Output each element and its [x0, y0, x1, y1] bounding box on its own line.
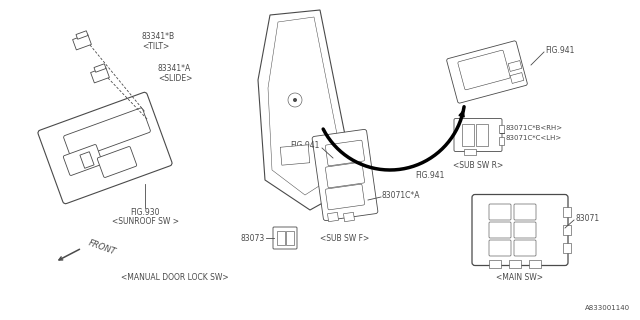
- FancyBboxPatch shape: [472, 195, 568, 266]
- FancyBboxPatch shape: [514, 222, 536, 238]
- FancyBboxPatch shape: [447, 41, 527, 103]
- Text: FIG.941: FIG.941: [415, 171, 444, 180]
- Bar: [529, 260, 541, 268]
- Bar: [499, 125, 504, 133]
- Text: FRONT: FRONT: [87, 239, 117, 257]
- FancyBboxPatch shape: [325, 184, 365, 210]
- Text: <TILT>: <TILT>: [142, 42, 169, 51]
- FancyBboxPatch shape: [514, 240, 536, 256]
- Text: 83071C*C<LH>: 83071C*C<LH>: [505, 135, 561, 141]
- Bar: [563, 207, 571, 217]
- FancyBboxPatch shape: [489, 204, 511, 220]
- Bar: [509, 260, 521, 268]
- Text: FIG.941: FIG.941: [291, 140, 320, 149]
- Bar: [462, 124, 474, 146]
- Bar: [499, 137, 504, 145]
- Text: <SUB SW R>: <SUB SW R>: [453, 161, 503, 170]
- Polygon shape: [268, 17, 344, 195]
- Text: A833001140: A833001140: [585, 305, 630, 311]
- Bar: [286, 231, 294, 245]
- Polygon shape: [258, 10, 355, 210]
- Bar: [277, 231, 285, 245]
- Bar: [91, 67, 109, 83]
- Bar: [80, 152, 94, 168]
- Text: 83073: 83073: [241, 234, 265, 243]
- Text: <SLIDE>: <SLIDE>: [158, 74, 193, 83]
- FancyBboxPatch shape: [312, 129, 378, 220]
- Text: FIG.941: FIG.941: [545, 45, 574, 54]
- Text: 83071: 83071: [575, 213, 599, 222]
- FancyBboxPatch shape: [97, 147, 137, 178]
- FancyBboxPatch shape: [454, 118, 502, 151]
- FancyBboxPatch shape: [325, 162, 365, 188]
- Text: 83071C*B<RH>: 83071C*B<RH>: [505, 125, 562, 131]
- FancyBboxPatch shape: [63, 108, 150, 160]
- Text: <SUB SW F>: <SUB SW F>: [320, 234, 369, 243]
- Bar: [328, 212, 339, 222]
- Bar: [563, 225, 571, 235]
- Bar: [76, 31, 88, 39]
- FancyBboxPatch shape: [489, 222, 511, 238]
- Bar: [344, 212, 355, 222]
- Text: 83341*B: 83341*B: [142, 31, 175, 41]
- Bar: [489, 260, 501, 268]
- Text: 83341*A: 83341*A: [158, 63, 191, 73]
- Bar: [464, 149, 476, 155]
- Circle shape: [293, 98, 297, 102]
- Text: <SUNROOF SW >: <SUNROOF SW >: [111, 217, 179, 226]
- Bar: [94, 64, 106, 72]
- Bar: [508, 60, 522, 71]
- Bar: [280, 145, 310, 165]
- FancyBboxPatch shape: [514, 204, 536, 220]
- Bar: [563, 243, 571, 253]
- FancyBboxPatch shape: [458, 50, 510, 90]
- FancyBboxPatch shape: [63, 145, 102, 175]
- FancyBboxPatch shape: [325, 140, 365, 166]
- Bar: [510, 73, 524, 84]
- FancyBboxPatch shape: [489, 240, 511, 256]
- Text: <MAIN SW>: <MAIN SW>: [497, 274, 543, 283]
- FancyBboxPatch shape: [273, 227, 297, 249]
- Bar: [72, 34, 92, 50]
- Text: <MANUAL DOOR LOCK SW>: <MANUAL DOOR LOCK SW>: [121, 274, 229, 283]
- Bar: [476, 124, 488, 146]
- Text: 83071C*A: 83071C*A: [382, 190, 420, 199]
- FancyBboxPatch shape: [38, 92, 172, 204]
- Text: FIG.930: FIG.930: [131, 208, 160, 217]
